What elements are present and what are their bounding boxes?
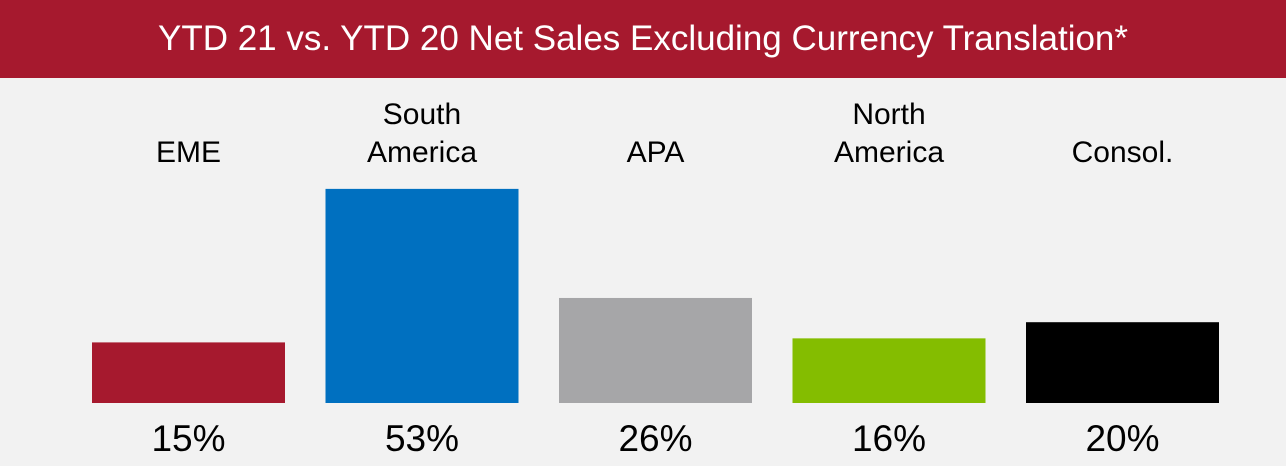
value-label: 16% [851,418,927,459]
bar [92,342,285,403]
bar [1026,322,1219,403]
category-label: Consol. [1071,136,1174,169]
bar [559,297,752,403]
bar [792,338,986,403]
category-label: South America [366,98,478,169]
chart-title: YTD 21 vs. YTD 20 Net Sales Excluding Cu… [0,0,1286,78]
category-label: EME [155,136,221,169]
category-label: North America [833,98,945,169]
value-label: 20% [1085,418,1160,459]
bar [325,188,519,403]
value-label: 15% [151,418,226,459]
value-label: 53% [384,418,460,459]
category-label: APA [626,136,685,169]
value-label: 26% [618,418,693,459]
